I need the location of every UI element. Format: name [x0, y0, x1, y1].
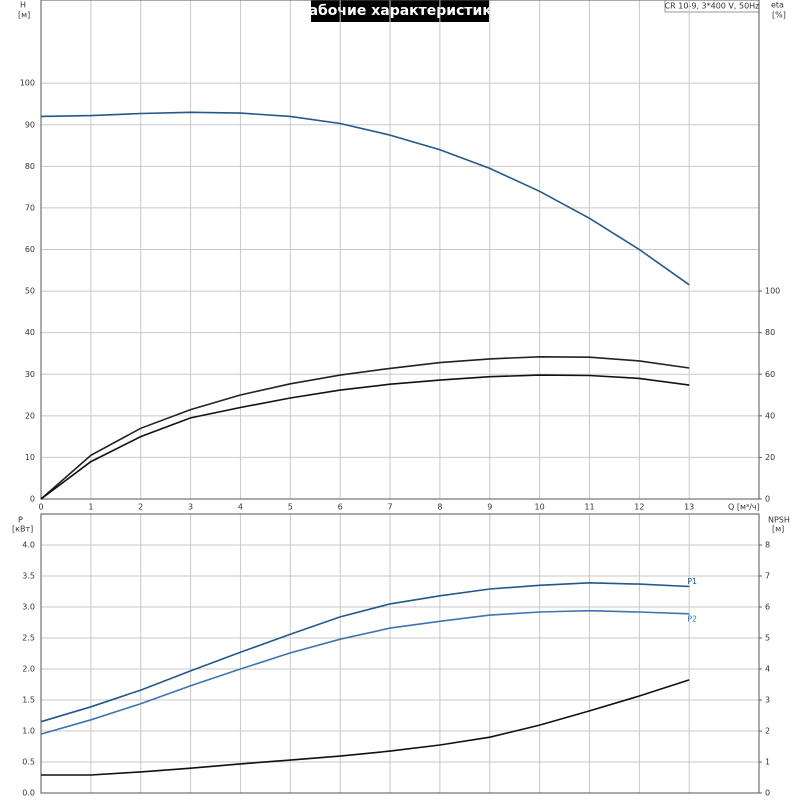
curve [40, 581, 690, 723]
x-tick-label: 5 [288, 503, 293, 512]
y-tick-label: 50 [25, 287, 35, 296]
y2-tick-label: 0 [765, 789, 770, 798]
y-tick-label: 2.0 [22, 665, 35, 674]
y-unit: [м] [18, 11, 30, 20]
y-label: P [18, 516, 23, 525]
y2-tick-label: 3 [765, 696, 770, 705]
plot-frame [40, 0, 760, 500]
y-tick-label: 3.0 [22, 603, 35, 612]
y2-tick-label: 8 [765, 541, 770, 550]
model-label: CR 10-9, 3*400 V, 50Hz [665, 2, 760, 11]
y-tick-label: 90 [25, 120, 35, 129]
title-bg [311, 0, 489, 22]
y2-tick-label: 20 [765, 453, 775, 462]
x-tick-label: 3 [188, 503, 193, 512]
y-tick-label: 4.0 [22, 541, 35, 550]
y2-tick-label: 100 [765, 287, 780, 296]
x-tick-label: 6 [338, 503, 343, 512]
y2-tick-label: 4 [765, 665, 770, 674]
y-tick-label: 3.5 [22, 572, 35, 581]
x-tick-label: 9 [487, 503, 492, 512]
curve [40, 609, 690, 735]
y-tick-label: 1.5 [22, 696, 35, 705]
x-tick-label: 8 [437, 503, 442, 512]
y-tick-label: 2.5 [22, 634, 35, 643]
y2-unit: [%] [772, 11, 786, 20]
x-tick-label: 7 [387, 503, 392, 512]
y-tick-label: 0.0 [22, 789, 35, 798]
x-tick-label: 2 [138, 503, 143, 512]
x-label: Q [м³/ч] [728, 503, 760, 512]
y2-tick-label: 5 [765, 634, 770, 643]
y-tick-label: 30 [25, 370, 35, 379]
y-tick-label: 10 [25, 453, 35, 462]
y-tick-label: 0 [30, 495, 35, 504]
curve [40, 355, 690, 500]
curve [41, 679, 690, 776]
curve-label: P1 [687, 577, 697, 586]
x-tick-label: 0 [38, 503, 43, 512]
y2-tick-label: 60 [765, 370, 775, 379]
y2-tick-label: 2 [765, 727, 770, 736]
y-tick-label: 60 [25, 245, 35, 254]
y-tick-label: 20 [25, 411, 35, 420]
y2-tick-label: 6 [765, 603, 770, 612]
y-tick-label: 100 [20, 79, 35, 88]
curve [40, 374, 690, 500]
y2-label: eta [771, 1, 784, 10]
y2-tick-label: 40 [765, 411, 775, 420]
curve-label: P2 [687, 614, 697, 623]
y-tick-label: 40 [25, 328, 35, 337]
y2-tick-label: 0 [765, 495, 770, 504]
x-tick-label: 13 [684, 503, 694, 512]
y-tick-label: 1.0 [22, 727, 35, 736]
plot-frame [40, 513, 760, 794]
y-tick-label: 0.5 [22, 758, 35, 767]
y-label: H [20, 1, 26, 10]
title-box: Рабочие характеристики [298, 0, 502, 22]
y2-tick-label: 80 [765, 328, 775, 337]
y2-tick-label: 1 [765, 758, 770, 767]
y-tick-label: 80 [25, 162, 35, 171]
x-tick-label: 11 [584, 503, 594, 512]
y2-tick-label: 7 [765, 572, 770, 581]
x-tick-label: 1 [88, 503, 93, 512]
y2-label: NPSH [768, 516, 790, 525]
y-tick-label: 70 [25, 203, 35, 212]
curve [40, 111, 690, 286]
x-tick-label: 10 [535, 503, 545, 512]
x-tick-label: 12 [634, 503, 644, 512]
y-unit: [кВт] [12, 525, 33, 534]
x-tick-label: 4 [238, 503, 243, 512]
chart-title: Рабочие характеристики [298, 3, 501, 19]
y2-unit: [м] [772, 525, 784, 534]
